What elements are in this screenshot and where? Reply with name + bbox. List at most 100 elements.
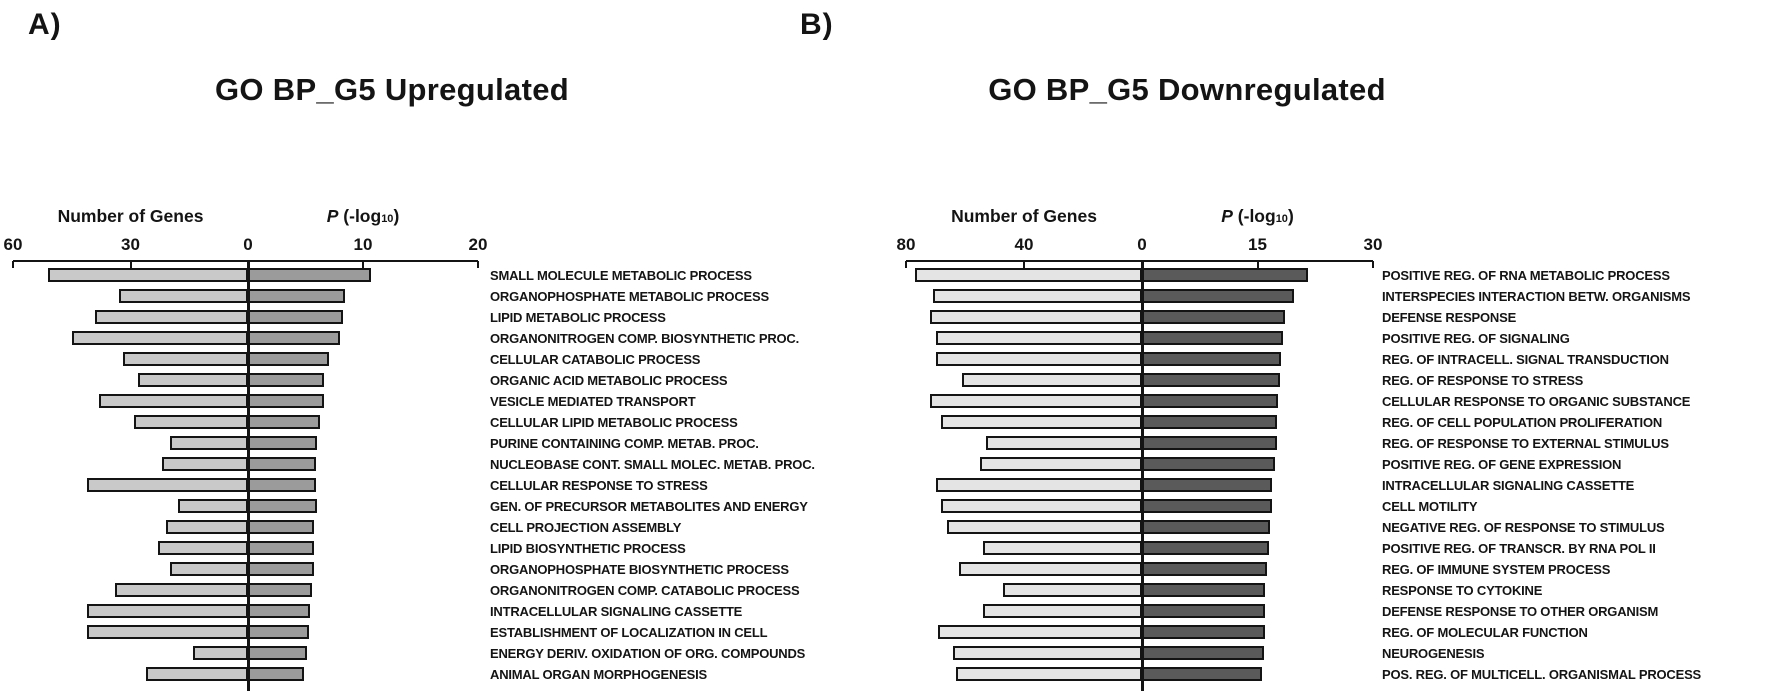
p-value-bar: [1142, 520, 1270, 534]
category-label: REG. OF RESPONSE TO STRESS: [1382, 372, 1584, 388]
gene-count-bar: [177, 499, 248, 513]
gene-count-bar: [956, 667, 1142, 681]
gene-count-bar: [941, 499, 1142, 513]
category-label: POS. REG. OF MULTICELL. ORGANISMAL PROCE…: [1382, 666, 1702, 682]
tick-label: 60: [3, 235, 23, 254]
category-label: CELLULAR RESPONSE TO ORGANIC SUBSTANCE: [1382, 393, 1691, 409]
gene-count-bar: [193, 646, 248, 660]
category-label: LIPID BIOSYNTHETIC PROCESS: [490, 540, 686, 556]
gene-count-bar: [71, 331, 248, 345]
gene-count-bar: [122, 352, 248, 366]
gene-count-bar: [935, 331, 1142, 345]
p-value-bar: [248, 352, 329, 366]
p-value-bar: [248, 373, 324, 387]
tick-label: 30: [1363, 235, 1383, 254]
gene-count-bar: [87, 604, 248, 618]
axis-tick: [905, 261, 907, 268]
p-value-bar: [1142, 415, 1277, 429]
gene-count-bar: [959, 562, 1142, 576]
category-label: ORGANIC ACID METABOLIC PROCESS: [490, 372, 728, 388]
p-value-bar: [248, 289, 345, 303]
gene-count-bar: [95, 310, 248, 324]
tick-label: 20: [468, 235, 488, 254]
gene-count-bar: [114, 583, 248, 597]
category-label: POSITIVE REG. OF TRANSCR. BY RNA POL II: [1382, 540, 1656, 556]
gene-count-bar: [165, 520, 248, 534]
category-label: GEN. OF PRECURSOR METABOLITES AND ENERGY: [490, 498, 808, 514]
gene-count-bar: [169, 562, 248, 576]
p-value-bar: [248, 436, 317, 450]
category-label: CELL PROJECTION ASSEMBLY: [490, 519, 682, 535]
gene-count-bar: [87, 625, 248, 639]
tick-label: 15: [1248, 235, 1267, 254]
p-value-bar: [1142, 436, 1277, 450]
category-label: VESICLE MEDIATED TRANSPORT: [490, 393, 696, 409]
category-label: INTERSPECIES INTERACTION BETW. ORGANISMS: [1382, 288, 1691, 304]
p-value-bar: [1142, 667, 1263, 681]
category-label: ANIMAL ORGAN MORPHOGENESIS: [490, 666, 708, 682]
axis-tick: [1256, 261, 1259, 268]
category-label: NUCLEOBASE CONT. SMALL MOLEC. METAB. PRO…: [490, 456, 815, 472]
gene-count-bar: [982, 604, 1142, 618]
right-axis-label: P (-log10): [326, 206, 400, 226]
category-label: ORGANOPHOSPHATE BIOSYNTHETIC PROCESS: [490, 561, 789, 577]
gene-count-bar: [118, 289, 248, 303]
axis-tick: [12, 261, 14, 268]
category-label: PURINE CONTAINING COMP. METAB. PROC.: [490, 435, 759, 451]
p-value-bar: [248, 562, 314, 576]
p-value-bar: [1142, 268, 1308, 282]
p-value-bar: [1142, 625, 1266, 639]
category-label: LIPID METABOLIC PROCESS: [490, 309, 666, 325]
p-value-bar: [248, 520, 314, 534]
p-value-bar: [1142, 499, 1273, 513]
gene-count-bar: [947, 520, 1142, 534]
panel-a-tag: A): [28, 8, 62, 41]
axis-tick: [1023, 261, 1025, 268]
gene-count-bar: [979, 457, 1142, 471]
p-value-bar: [1142, 541, 1270, 555]
category-label: DEFENSE RESPONSE TO OTHER ORGANISM: [1382, 603, 1659, 619]
right-axis-label: P (-log10): [1221, 206, 1294, 226]
gene-count-bar: [157, 541, 248, 555]
gene-count-bar: [941, 415, 1142, 429]
gene-count-bar: [932, 289, 1142, 303]
p-value-bar: [1142, 289, 1294, 303]
p-value-bar: [248, 583, 313, 597]
x-axis-line: [13, 260, 478, 262]
category-label: CELLULAR CATABOLIC PROCESS: [490, 351, 701, 367]
p-value-bar: [1142, 478, 1273, 492]
category-label: REG. OF CELL POPULATION PROLIFERATION: [1382, 414, 1663, 430]
axis-tick: [362, 261, 364, 268]
category-label: POSITIVE REG. OF RNA METABOLIC PROCESS: [1382, 267, 1670, 283]
zero-baseline: [247, 260, 250, 691]
category-label: RESPONSE TO CYTOKINE: [1382, 582, 1543, 598]
category-label: NEGATIVE REG. OF RESPONSE TO STIMULUS: [1382, 519, 1665, 535]
category-label: ENERGY DERIV. OXIDATION OF ORG. COMPOUND…: [490, 645, 806, 661]
p-value-bar: [1142, 583, 1266, 597]
category-label: INTRACELLULAR SIGNALING CASSETTE: [1382, 477, 1635, 493]
left-axis-label: Number of Genes: [57, 206, 204, 226]
category-label: CELL MOTILITY: [1382, 498, 1478, 514]
gene-count-bar: [99, 394, 248, 408]
p-value-bar: [248, 499, 317, 513]
p-value-bar: [1142, 373, 1280, 387]
p-value-bar: [248, 310, 344, 324]
gene-count-bar: [935, 352, 1142, 366]
left-axis-label: Number of Genes: [951, 206, 1097, 226]
tick-label: 0: [1137, 235, 1147, 254]
gene-count-bar: [87, 478, 248, 492]
axis-tick: [477, 261, 479, 268]
tick-label: 10: [353, 235, 373, 254]
zero-baseline: [1141, 260, 1144, 691]
category-label: INTRACELLULAR SIGNALING CASSETTE: [490, 603, 743, 619]
gene-count-bar: [953, 646, 1142, 660]
p-value-bar: [1142, 604, 1266, 618]
gene-count-bar: [134, 415, 248, 429]
category-label: ORGANONITROGEN COMP. CATABOLIC PROCESS: [490, 582, 800, 598]
x-axis-line: [906, 260, 1373, 262]
category-label: DEFENSE RESPONSE: [1382, 309, 1517, 325]
gene-count-bar: [146, 667, 248, 681]
p-value-bar: [1142, 646, 1265, 660]
p-value-bar: [1142, 331, 1283, 345]
p-value-bar: [1142, 352, 1282, 366]
